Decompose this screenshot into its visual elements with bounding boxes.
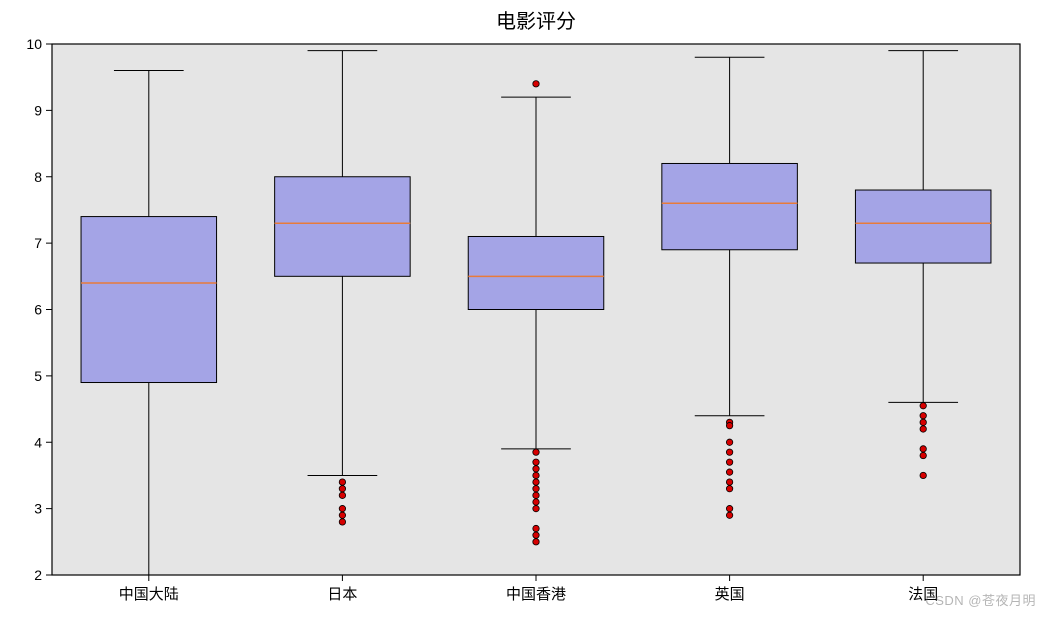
y-tick-label: 5: [34, 368, 42, 384]
y-tick-label: 3: [34, 501, 42, 517]
outlier-point: [533, 505, 539, 511]
x-tick-label: 英国: [715, 585, 745, 603]
outlier-point: [726, 449, 732, 455]
outlier-point: [339, 512, 345, 518]
outlier-point: [920, 403, 926, 409]
outlier-point: [533, 532, 539, 538]
outlier-point: [726, 479, 732, 485]
outlier-point: [533, 449, 539, 455]
chart-container: 2345678910中国大陆日本中国香港英国法国电影评分 CSDN @苍夜月明: [0, 0, 1050, 623]
y-tick-label: 9: [34, 102, 42, 118]
x-tick-label: 中国大陆: [119, 586, 179, 603]
outlier-point: [726, 459, 732, 465]
outlier-point: [533, 81, 539, 87]
outlier-point: [533, 539, 539, 545]
outlier-point: [339, 519, 345, 525]
y-tick-label: 7: [34, 235, 42, 251]
outlier-point: [339, 479, 345, 485]
y-tick-label: 2: [34, 567, 42, 583]
outlier-point: [726, 512, 732, 518]
x-tick-label: 法国: [908, 586, 938, 603]
x-tick-label: 中国香港: [506, 586, 566, 603]
box-rect: [855, 190, 991, 263]
outlier-point: [339, 486, 345, 492]
outlier-point: [533, 499, 539, 505]
box-rect: [275, 177, 411, 277]
y-tick-label: 10: [26, 36, 42, 52]
box-rect: [662, 163, 798, 249]
outlier-point: [920, 426, 926, 432]
outlier-point: [726, 469, 732, 475]
outlier-point: [533, 525, 539, 531]
outlier-point: [339, 492, 345, 498]
outlier-point: [920, 472, 926, 478]
outlier-point: [920, 419, 926, 425]
outlier-point: [533, 459, 539, 465]
outlier-point: [533, 472, 539, 478]
y-tick-label: 8: [34, 169, 42, 185]
box-rect: [468, 236, 604, 309]
outlier-point: [726, 422, 732, 428]
boxplot-chart: 2 3 4 5 6 7 8 9 10 中国大陆 日本 中国香港 英国 法国 电影评分: [0, 0, 1050, 623]
outlier-point: [339, 505, 345, 511]
outlier-point: [920, 446, 926, 452]
outlier-point: [726, 505, 732, 511]
outlier-point: [920, 413, 926, 419]
outlier-point: [533, 492, 539, 498]
outlier-point: [533, 479, 539, 485]
y-tick-label: 6: [34, 302, 42, 318]
y-tick-label: 4: [34, 434, 42, 450]
chart-title: 电影评分: [496, 10, 576, 33]
outlier-point: [920, 452, 926, 458]
outlier-point: [726, 486, 732, 492]
x-tick-label: 日本: [327, 586, 357, 603]
outlier-point: [726, 439, 732, 445]
outlier-point: [533, 466, 539, 472]
box-rect: [81, 217, 217, 383]
outlier-point: [533, 486, 539, 492]
